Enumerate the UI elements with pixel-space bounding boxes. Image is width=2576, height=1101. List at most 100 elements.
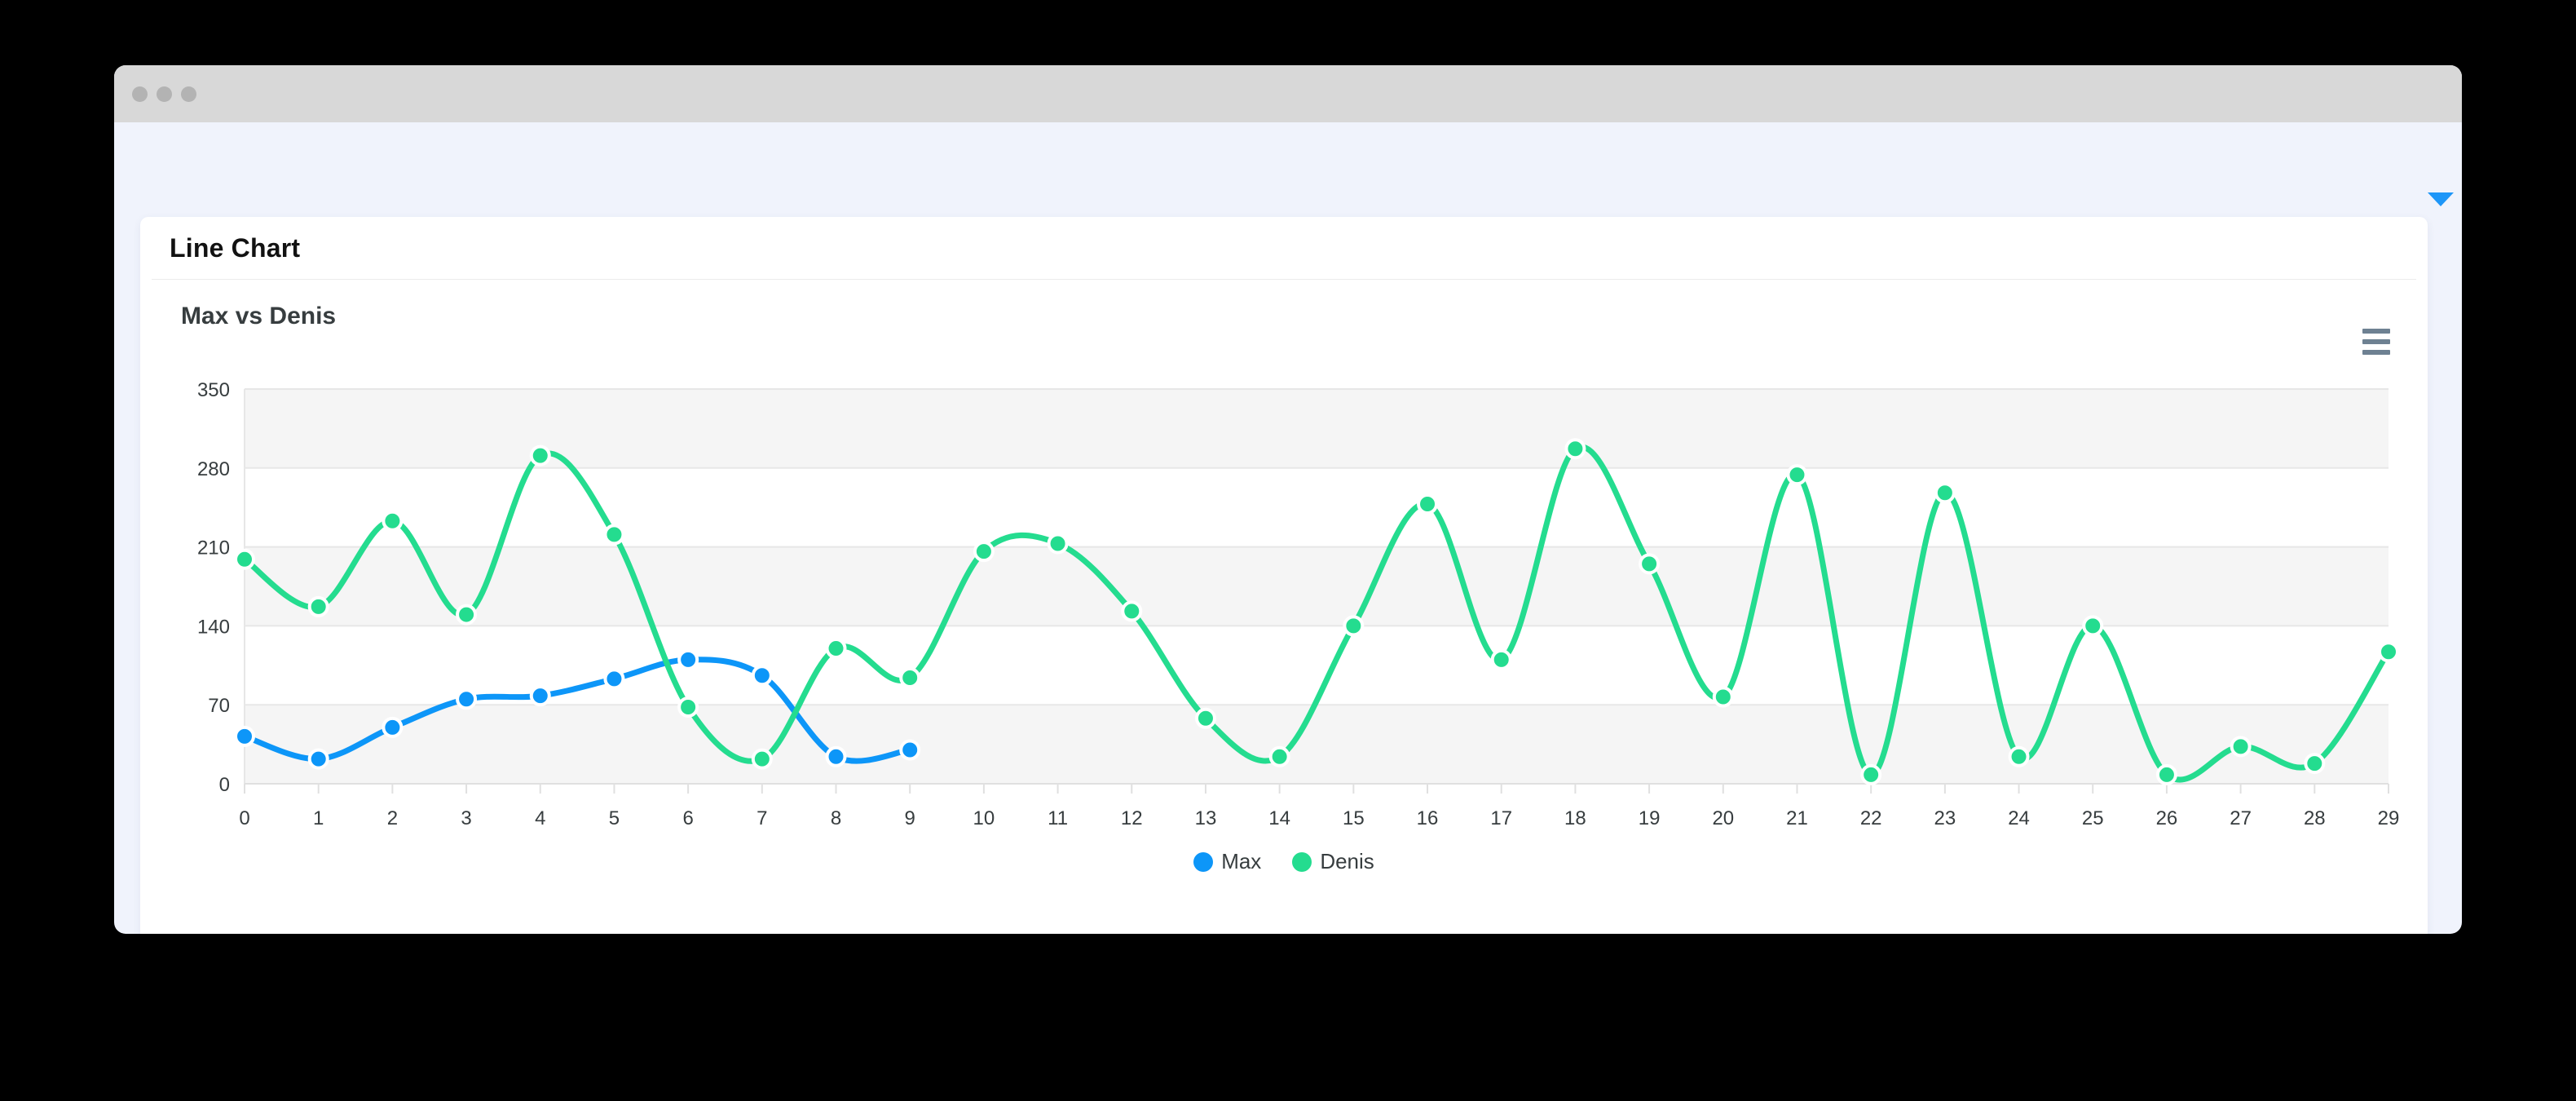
y-axis-label: 350 [197, 379, 230, 401]
x-axis-label: 8 [831, 807, 841, 829]
denis-marker [1490, 648, 1512, 670]
maximize-button[interactable] [181, 86, 196, 102]
max-marker [456, 688, 478, 710]
x-axis-label: 28 [2304, 807, 2326, 829]
denis-marker [603, 524, 625, 546]
x-axis-label: 5 [609, 807, 620, 829]
x-axis-label: 15 [1343, 807, 1365, 829]
x-axis-label: 23 [1934, 807, 1956, 829]
denis-marker [1639, 553, 1661, 575]
denis-marker [1934, 482, 1956, 504]
denis-marker [529, 444, 551, 466]
denis-marker [899, 667, 921, 689]
x-axis-label: 7 [756, 807, 767, 829]
max-marker [529, 685, 551, 707]
chart-title: Max vs Denis [181, 303, 337, 329]
y-axis-label: 0 [219, 774, 230, 796]
line-chart-card: Line Chart Max vs Denis 350 280 210 140 70 0 0… [140, 217, 2428, 934]
denis-marker [2082, 615, 2104, 637]
divider [152, 279, 2416, 280]
x-axis-label: 1 [313, 807, 324, 829]
denis-marker [2008, 745, 2030, 767]
max-marker [899, 739, 921, 761]
x-axis-label: 12 [1121, 807, 1143, 829]
denis-marker [1860, 763, 1882, 785]
card-title: Line Chart [170, 232, 301, 263]
chart-legend: Max Denis [140, 849, 2428, 874]
y-axis-label: 70 [208, 695, 230, 717]
denis-marker [2378, 641, 2399, 663]
x-axis-label: 20 [1712, 807, 1734, 829]
denis-marker [825, 638, 847, 660]
app-window: Line Chart Max vs Denis 350 280 210 140 70 0 0… [114, 65, 2462, 934]
x-axis-label: 19 [1639, 807, 1661, 829]
x-axis-label: 24 [2008, 807, 2030, 829]
denis-marker [751, 748, 773, 770]
x-axis-label: 0 [239, 807, 249, 829]
max-marker [825, 745, 847, 767]
max-marker [234, 725, 255, 747]
denis-marker [1564, 438, 1586, 460]
minimize-button[interactable] [157, 86, 172, 102]
denis-marker [1194, 707, 1216, 729]
x-axis-label: 4 [535, 807, 545, 829]
max-marker [677, 648, 699, 670]
denis-marker [234, 548, 255, 570]
denis-marker [677, 696, 699, 718]
x-axis-label: 29 [2378, 807, 2400, 829]
x-axis-label: 10 [973, 807, 995, 829]
card-header: Line Chart [140, 217, 2428, 279]
x-axis-label: 17 [1490, 807, 1512, 829]
x-axis-label: 26 [2156, 807, 2178, 829]
y-axis-label: 280 [197, 458, 230, 480]
grid-stripe [245, 705, 2389, 784]
denis-marker [307, 595, 329, 617]
denis-marker [1343, 615, 1365, 637]
grid-stripe [245, 546, 2389, 626]
legend-item-denis[interactable]: Denis [1292, 849, 1374, 874]
x-axis-label: 11 [1048, 807, 1068, 829]
hamburger-icon-bar [2362, 339, 2390, 344]
max-marker [382, 716, 404, 738]
denis-marker [2304, 753, 2326, 775]
x-axis-label: 25 [2082, 807, 2104, 829]
dropdown-arrow-icon[interactable] [2428, 192, 2454, 206]
legend-marker-icon [1292, 851, 1312, 872]
denis-marker [973, 541, 995, 563]
x-axis-label: 14 [1268, 807, 1290, 829]
legend-item-max[interactable]: Max [1193, 849, 1261, 874]
window-body: Line Chart Max vs Denis 350 280 210 140 70 0 0… [114, 122, 2462, 934]
max-marker [307, 748, 329, 770]
x-axis-label: 6 [682, 807, 693, 829]
legend-label: Max [1221, 849, 1262, 873]
grid-stripe [245, 389, 2389, 468]
y-axis-label: 210 [197, 537, 230, 559]
hamburger-icon-bar [2362, 329, 2390, 334]
x-axis-label: 18 [1564, 807, 1586, 829]
denis-marker [2155, 763, 2177, 785]
denis-marker [456, 604, 478, 626]
denis-marker [1121, 600, 1143, 622]
chart-menu-button[interactable] [2362, 329, 2390, 355]
y-axis-label: 140 [197, 616, 230, 638]
legend-label: Denis [1320, 849, 1374, 873]
chart-area: Max vs Denis 350 280 210 140 70 0 0 1 2 3 4 5 6 7 8 9 10… [140, 303, 2428, 874]
x-axis-label: 22 [1860, 807, 1882, 829]
x-axis-label: 16 [1417, 807, 1439, 829]
x-axis-label: 13 [1195, 807, 1217, 829]
x-axis-label: 21 [1786, 807, 1808, 829]
hamburger-icon-bar [2362, 350, 2390, 355]
x-axis-label: 9 [905, 807, 915, 829]
max-marker [751, 665, 773, 687]
denis-marker [1712, 686, 1734, 708]
denis-marker [1417, 493, 1439, 515]
denis-marker [2230, 736, 2252, 758]
x-axis-label: 2 [387, 807, 398, 829]
denis-marker [1268, 745, 1290, 767]
x-axis-label: 3 [461, 807, 471, 829]
close-button[interactable] [132, 86, 148, 102]
x-axis-label: 27 [2230, 807, 2252, 829]
max-marker [603, 668, 625, 690]
denis-marker [1047, 533, 1069, 555]
